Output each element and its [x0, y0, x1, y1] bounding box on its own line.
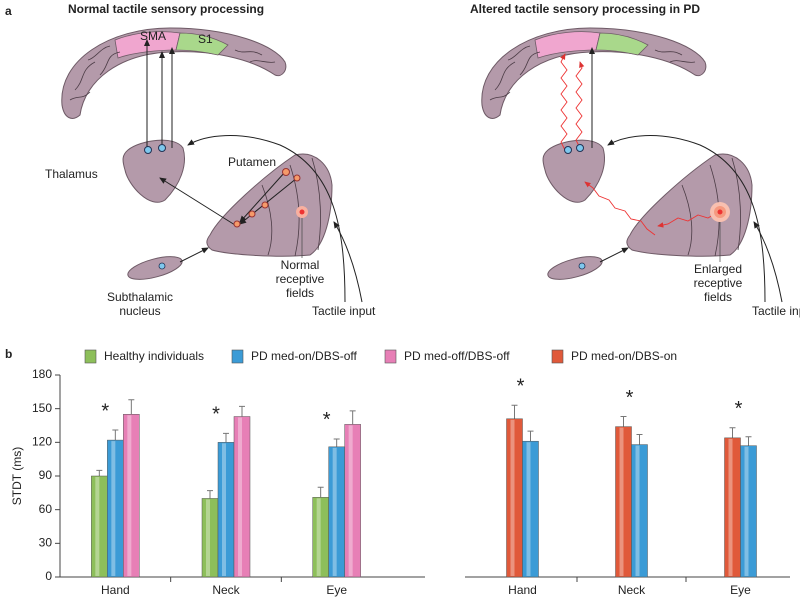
bar-highlight [95, 477, 100, 576]
error-bar [112, 429, 119, 441]
label: Normal [281, 258, 320, 272]
bar-highlight [127, 415, 132, 576]
error-bar [317, 486, 324, 498]
y-tick-label: 60 [39, 502, 53, 516]
error-bar [636, 433, 643, 445]
bar-highlight [348, 425, 353, 576]
bar-highlight [332, 447, 337, 576]
y-tick-label: 150 [32, 401, 52, 415]
bar-highlight [510, 419, 515, 576]
error-bar [527, 430, 534, 442]
significance-mark: * [517, 376, 525, 398]
charts: Healthy individuals PD med-on/DBS-off PD m… [10, 349, 790, 597]
pd-pathways [560, 47, 730, 262]
x-tick-label: Neck [212, 583, 240, 597]
y-tick-label: 30 [39, 536, 53, 550]
error-bar [96, 469, 103, 476]
bar [344, 424, 361, 578]
error-bar [620, 416, 627, 427]
panel-title: Normal tactile sensory processing [68, 2, 264, 16]
legend-swatch [84, 349, 97, 364]
bar-highlight [206, 499, 210, 576]
error-bar [511, 404, 518, 419]
legend-label: PD med-on/DBS-off [251, 349, 357, 363]
legend-label: Healthy individuals [104, 349, 204, 363]
label: receptive [276, 272, 325, 286]
y-tick-label: 0 [45, 569, 52, 583]
legend-swatch [384, 349, 397, 364]
bar [123, 414, 140, 578]
error-bar [333, 438, 340, 447]
bar [522, 440, 539, 578]
error-bar [207, 490, 213, 499]
error-bar [223, 432, 229, 443]
bar-highlight [238, 417, 242, 576]
bar-highlight [744, 446, 749, 576]
y-tick-label: 180 [32, 367, 52, 381]
bar-highlight [111, 441, 116, 576]
panel-label: b [5, 347, 12, 361]
label: Thalamus [45, 167, 98, 181]
bar-highlight [526, 442, 531, 576]
x-tick-label: Eye [326, 583, 347, 597]
bar-highlight [728, 438, 733, 576]
x-tick-label: Hand [101, 583, 130, 597]
label: Enlarged [694, 262, 742, 276]
label: fields [704, 290, 732, 304]
label: Putamen [228, 155, 276, 169]
significance-mark: * [735, 398, 743, 420]
label: Subthalamic [107, 290, 173, 304]
y-tick-label: 90 [39, 468, 53, 482]
error-bar [349, 410, 356, 425]
normal-pathways [144, 39, 308, 258]
bar-highlight [635, 445, 640, 576]
y-tick-label: 120 [32, 435, 52, 449]
legend-label: PD med-on/DBS-on [571, 349, 677, 363]
error-bar [128, 399, 135, 415]
x-tick-label: Hand [508, 583, 537, 597]
panel-label: a [5, 4, 12, 18]
bar [631, 444, 648, 578]
error-bar [729, 427, 736, 438]
anatomy-pd [482, 28, 782, 302]
significance-mark: * [626, 387, 634, 409]
bar [740, 445, 757, 578]
bar-highlight [222, 443, 226, 576]
legend-swatch [551, 349, 564, 364]
x-tick-label: Neck [618, 583, 646, 597]
label: nucleus [119, 304, 160, 318]
bar [233, 416, 251, 578]
label: Tactile input [752, 304, 800, 318]
significance-mark: * [323, 409, 331, 431]
error-bar [745, 436, 752, 446]
bar-highlight [619, 427, 624, 576]
x-tick-label: Eye [730, 583, 751, 597]
panel-title: Altered tactile sensory processing in PD [470, 2, 700, 16]
legend-swatch [231, 349, 244, 364]
significance-mark: * [212, 404, 220, 426]
label: SMA [140, 29, 166, 43]
label: S1 [198, 32, 213, 46]
error-bar [239, 405, 245, 417]
label: receptive [694, 276, 743, 290]
y-axis-label: STDT (ms) [10, 447, 24, 505]
label: fields [286, 286, 314, 300]
bar-highlight [316, 498, 321, 576]
label: Tactile input [312, 304, 376, 318]
significance-mark: * [101, 400, 109, 422]
legend-label: PD med-off/DBS-off [404, 349, 510, 363]
